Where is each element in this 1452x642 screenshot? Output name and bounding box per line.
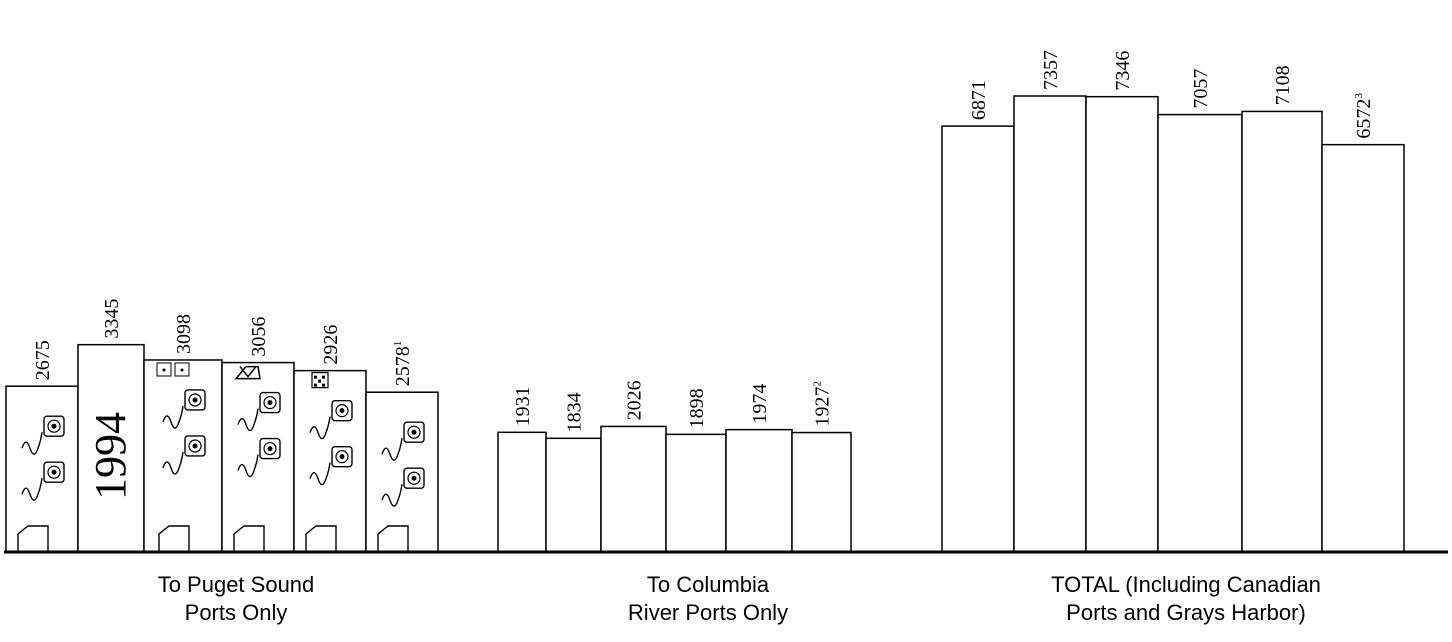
data-label: 1898 (686, 388, 708, 428)
footnote-marker: 3 (1353, 93, 1365, 99)
group-label-line: To Columbia (647, 572, 770, 597)
bar (791, 431, 852, 553)
data-label: 3098 (173, 314, 195, 354)
data-label: 2026 (624, 380, 646, 420)
clipart-decoration (233, 391, 281, 552)
data-label: 19272 (812, 381, 834, 427)
bar (1013, 95, 1087, 553)
data-label: 7346 (1112, 51, 1134, 91)
bar-group-total: 6871 7357 7346 7057 7108 65723 TOTAL (Includin… (941, 50, 1405, 625)
bar (1085, 95, 1159, 553)
bar (1241, 110, 1323, 553)
data-label: 1974 (749, 384, 771, 424)
data-label: 7108 (1272, 65, 1294, 105)
calendar-icon (311, 372, 329, 389)
group-label: To Puget Sound Ports Only (158, 572, 315, 625)
clipart-decoration (377, 421, 425, 552)
bar (5, 385, 79, 553)
data-label: 2926 (320, 325, 342, 365)
group-label-line: To Puget Sound (158, 572, 315, 597)
bar (600, 425, 667, 553)
bar (1157, 113, 1243, 553)
data-label: 3056 (248, 317, 270, 357)
bar (365, 391, 439, 553)
file-folder-icon (234, 365, 261, 380)
year-annotation: 1994 (86, 412, 135, 500)
data-label: 1931 (512, 386, 534, 426)
footnote-marker: 1 (392, 341, 404, 347)
clipart-decoration (305, 399, 353, 552)
group-label-line: River Ports Only (628, 600, 788, 625)
group-label-line: Ports and Grays Harbor) (1066, 600, 1306, 625)
clipart-decoration (158, 389, 206, 552)
bar (497, 431, 547, 553)
footnote-marker: 2 (812, 381, 824, 387)
bar (1321, 143, 1405, 553)
bar (665, 433, 727, 553)
data-label: 1834 (564, 392, 586, 432)
bar (545, 437, 602, 553)
filing-cabinet-icon (156, 362, 190, 377)
bar (941, 125, 1015, 553)
data-label: 25781 (392, 341, 414, 387)
group-label: TOTAL (Including Canadian Ports and Grays… (1051, 572, 1321, 625)
data-label: 7057 (1190, 69, 1212, 109)
bar-group-columbia: 1931 1834 2026 1898 1974 19272 To Columbia Rive… (497, 380, 852, 625)
data-label: 65723 (1353, 93, 1375, 139)
data-label: 6871 (968, 80, 990, 120)
data-label: 2675 (32, 340, 54, 380)
bar-group-puget: 2675 3345 3098 3056 2926 25781 To Puget Sound P… (5, 299, 439, 625)
group-label: To Columbia River Ports Only (628, 572, 788, 625)
group-label-line: Ports Only (185, 600, 288, 625)
bar (725, 428, 793, 553)
data-label: 7357 (1040, 50, 1062, 90)
group-label-line: TOTAL (Including Canadian (1051, 572, 1321, 597)
bar (293, 369, 367, 553)
clipart-decoration (17, 415, 65, 552)
data-label: 3345 (101, 299, 123, 339)
bar (77, 343, 145, 553)
